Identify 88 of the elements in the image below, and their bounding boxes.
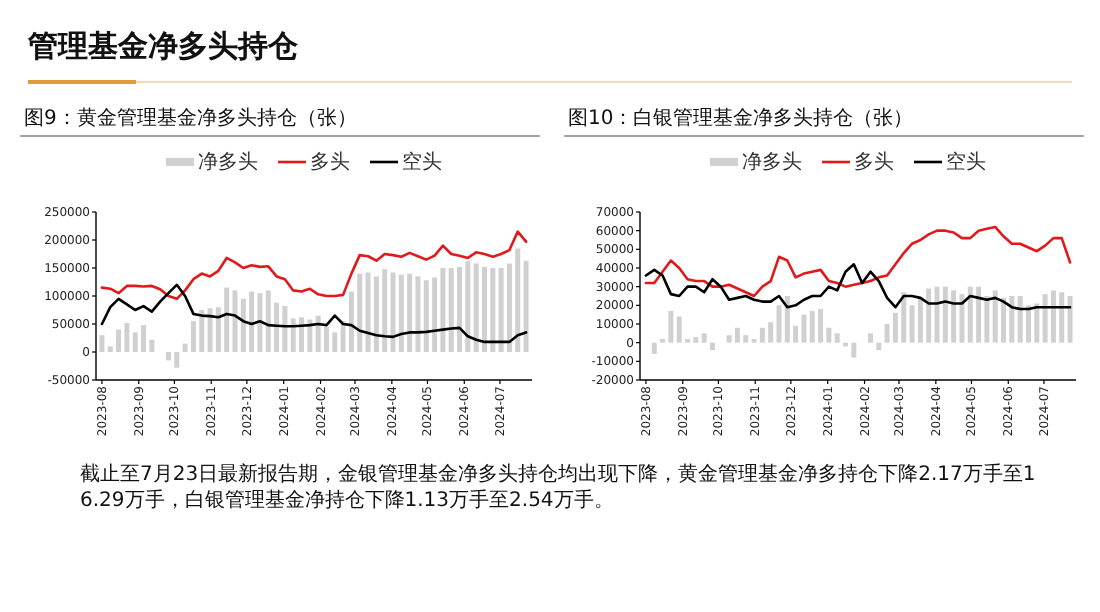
bar <box>373 276 379 352</box>
bar <box>734 327 740 343</box>
bar <box>141 325 147 352</box>
bar <box>851 342 857 358</box>
bar <box>759 327 765 343</box>
text: 截止至7月23日最新报告期，金银管理基金净多头持仓均出现下降，黄金管理基金净多持仓下降2.17万手至16.29万手，白银管理基金净持仓下降1.13万手至2.54万手。 <box>80 462 1036 512</box>
bar <box>440 268 446 352</box>
bar <box>282 306 288 352</box>
bar <box>498 268 504 352</box>
legend-label: 多头 <box>854 150 894 174</box>
chart-title: 图10：白银管理基金净多头持仓（张） <box>568 106 914 130</box>
line-series <box>644 262 1072 311</box>
legend-label: 净多头 <box>742 150 802 174</box>
bar <box>801 314 807 343</box>
bar <box>299 317 305 352</box>
bar <box>199 310 205 352</box>
legend-label: 多头 <box>310 150 350 174</box>
bar <box>917 297 923 343</box>
bar <box>315 315 321 352</box>
bar <box>423 280 429 352</box>
bar <box>701 333 707 343</box>
line-series <box>644 225 1072 298</box>
line-series <box>100 230 528 301</box>
bar <box>240 298 246 352</box>
bar <box>398 274 404 352</box>
bar <box>332 332 338 352</box>
bar <box>481 266 487 352</box>
bar <box>942 286 948 343</box>
bar <box>1001 297 1007 343</box>
bar <box>490 268 496 352</box>
bar <box>382 269 388 352</box>
bar <box>1009 296 1015 343</box>
bar <box>1059 292 1065 343</box>
chart-title: 图9：黄金管理基金净多头持仓（张） <box>24 106 357 130</box>
legend-label: 空头 <box>946 150 986 174</box>
bar <box>1034 303 1040 343</box>
bar <box>976 286 982 343</box>
bar <box>818 309 824 343</box>
bar <box>876 342 882 351</box>
bar <box>174 352 180 368</box>
bar <box>307 319 313 352</box>
bar <box>257 293 263 352</box>
bar <box>926 288 932 343</box>
bar <box>768 322 774 343</box>
bar <box>1050 290 1056 343</box>
bar <box>709 342 715 351</box>
bar <box>901 292 907 343</box>
bar <box>265 290 271 352</box>
bar <box>207 308 213 352</box>
bar <box>99 335 105 352</box>
bar <box>809 310 815 343</box>
bar <box>365 272 371 352</box>
bar <box>1067 296 1073 343</box>
bar <box>465 261 471 352</box>
bar <box>116 329 122 352</box>
bar <box>165 352 171 361</box>
bar <box>415 276 421 352</box>
text: 管理基金净多头持仓 <box>26 28 300 64</box>
bar <box>473 263 479 352</box>
bar <box>448 268 454 352</box>
bar <box>132 332 138 352</box>
legend-label: 空头 <box>402 150 442 174</box>
bar <box>909 305 915 343</box>
bar <box>867 333 873 343</box>
legend-label: 净多头 <box>198 150 258 174</box>
bar <box>523 260 529 352</box>
bar <box>834 333 840 343</box>
bar <box>668 310 674 343</box>
bar <box>1017 296 1023 343</box>
bar <box>784 296 790 343</box>
bar <box>951 290 957 343</box>
bar <box>1042 294 1048 343</box>
bar <box>967 286 973 343</box>
bar <box>124 322 130 352</box>
bar <box>651 342 657 354</box>
bar <box>992 290 998 343</box>
bar <box>290 318 296 352</box>
bar <box>249 291 255 352</box>
bar <box>515 248 521 352</box>
bar <box>959 294 965 343</box>
bar <box>676 316 682 343</box>
bar <box>457 266 463 352</box>
bar <box>407 273 413 352</box>
bar <box>693 337 699 343</box>
bar <box>224 287 230 352</box>
bar <box>743 335 749 343</box>
bar <box>357 273 363 352</box>
bar <box>726 335 732 343</box>
